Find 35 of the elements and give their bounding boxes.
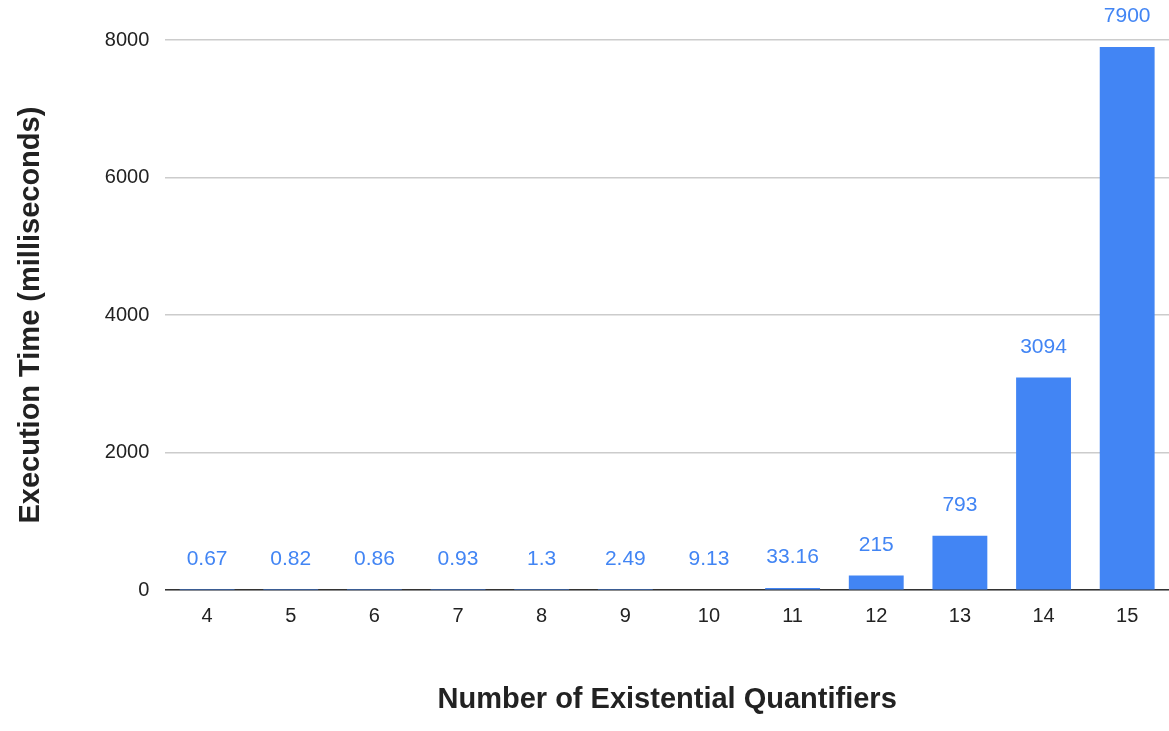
bar [932, 535, 988, 590]
x-tick-label: 12 [865, 603, 888, 626]
x-tick-label: 7 [452, 603, 464, 626]
x-tick-label: 6 [368, 603, 380, 626]
x-axis-title: Number of Existential Quantifiers [437, 681, 897, 714]
data-label: 0.93 [437, 545, 479, 569]
x-tick-label: 4 [201, 603, 213, 626]
x-tick-label: 10 [697, 603, 721, 626]
data-label: 215 [858, 531, 894, 555]
data-label: 793 [942, 491, 978, 515]
data-label: 2.49 [604, 545, 646, 569]
x-tick-label: 9 [619, 603, 631, 626]
y-tick-label: 0 [138, 577, 150, 600]
bar [1016, 377, 1071, 590]
data-label: 0.86 [353, 545, 395, 569]
bar [1099, 46, 1155, 590]
x-tick-label: 14 [1032, 603, 1055, 626]
x-tick-label: 8 [536, 603, 548, 626]
y-tick-label: 4000 [104, 302, 150, 325]
bar [848, 575, 904, 590]
y-tick-label: 2000 [104, 440, 150, 463]
data-label: 3094 [1020, 333, 1068, 357]
x-tick-label: 5 [285, 603, 297, 626]
data-label: 0.82 [270, 545, 312, 569]
y-tick-label: 6000 [104, 165, 150, 188]
x-tick-label: 13 [948, 603, 972, 626]
y-tick-label: 8000 [104, 27, 150, 50]
data-label: 33.16 [766, 544, 819, 568]
x-tick-label: 15 [1116, 603, 1139, 626]
data-label: 9.13 [688, 545, 730, 569]
data-label: 0.67 [186, 545, 228, 569]
x-tick-label: 11 [782, 603, 803, 626]
data-label: 7900 [1103, 3, 1151, 27]
y-axis-title: Execution Time (milliseconds) [13, 106, 46, 524]
data-label: 1.3 [527, 545, 557, 569]
